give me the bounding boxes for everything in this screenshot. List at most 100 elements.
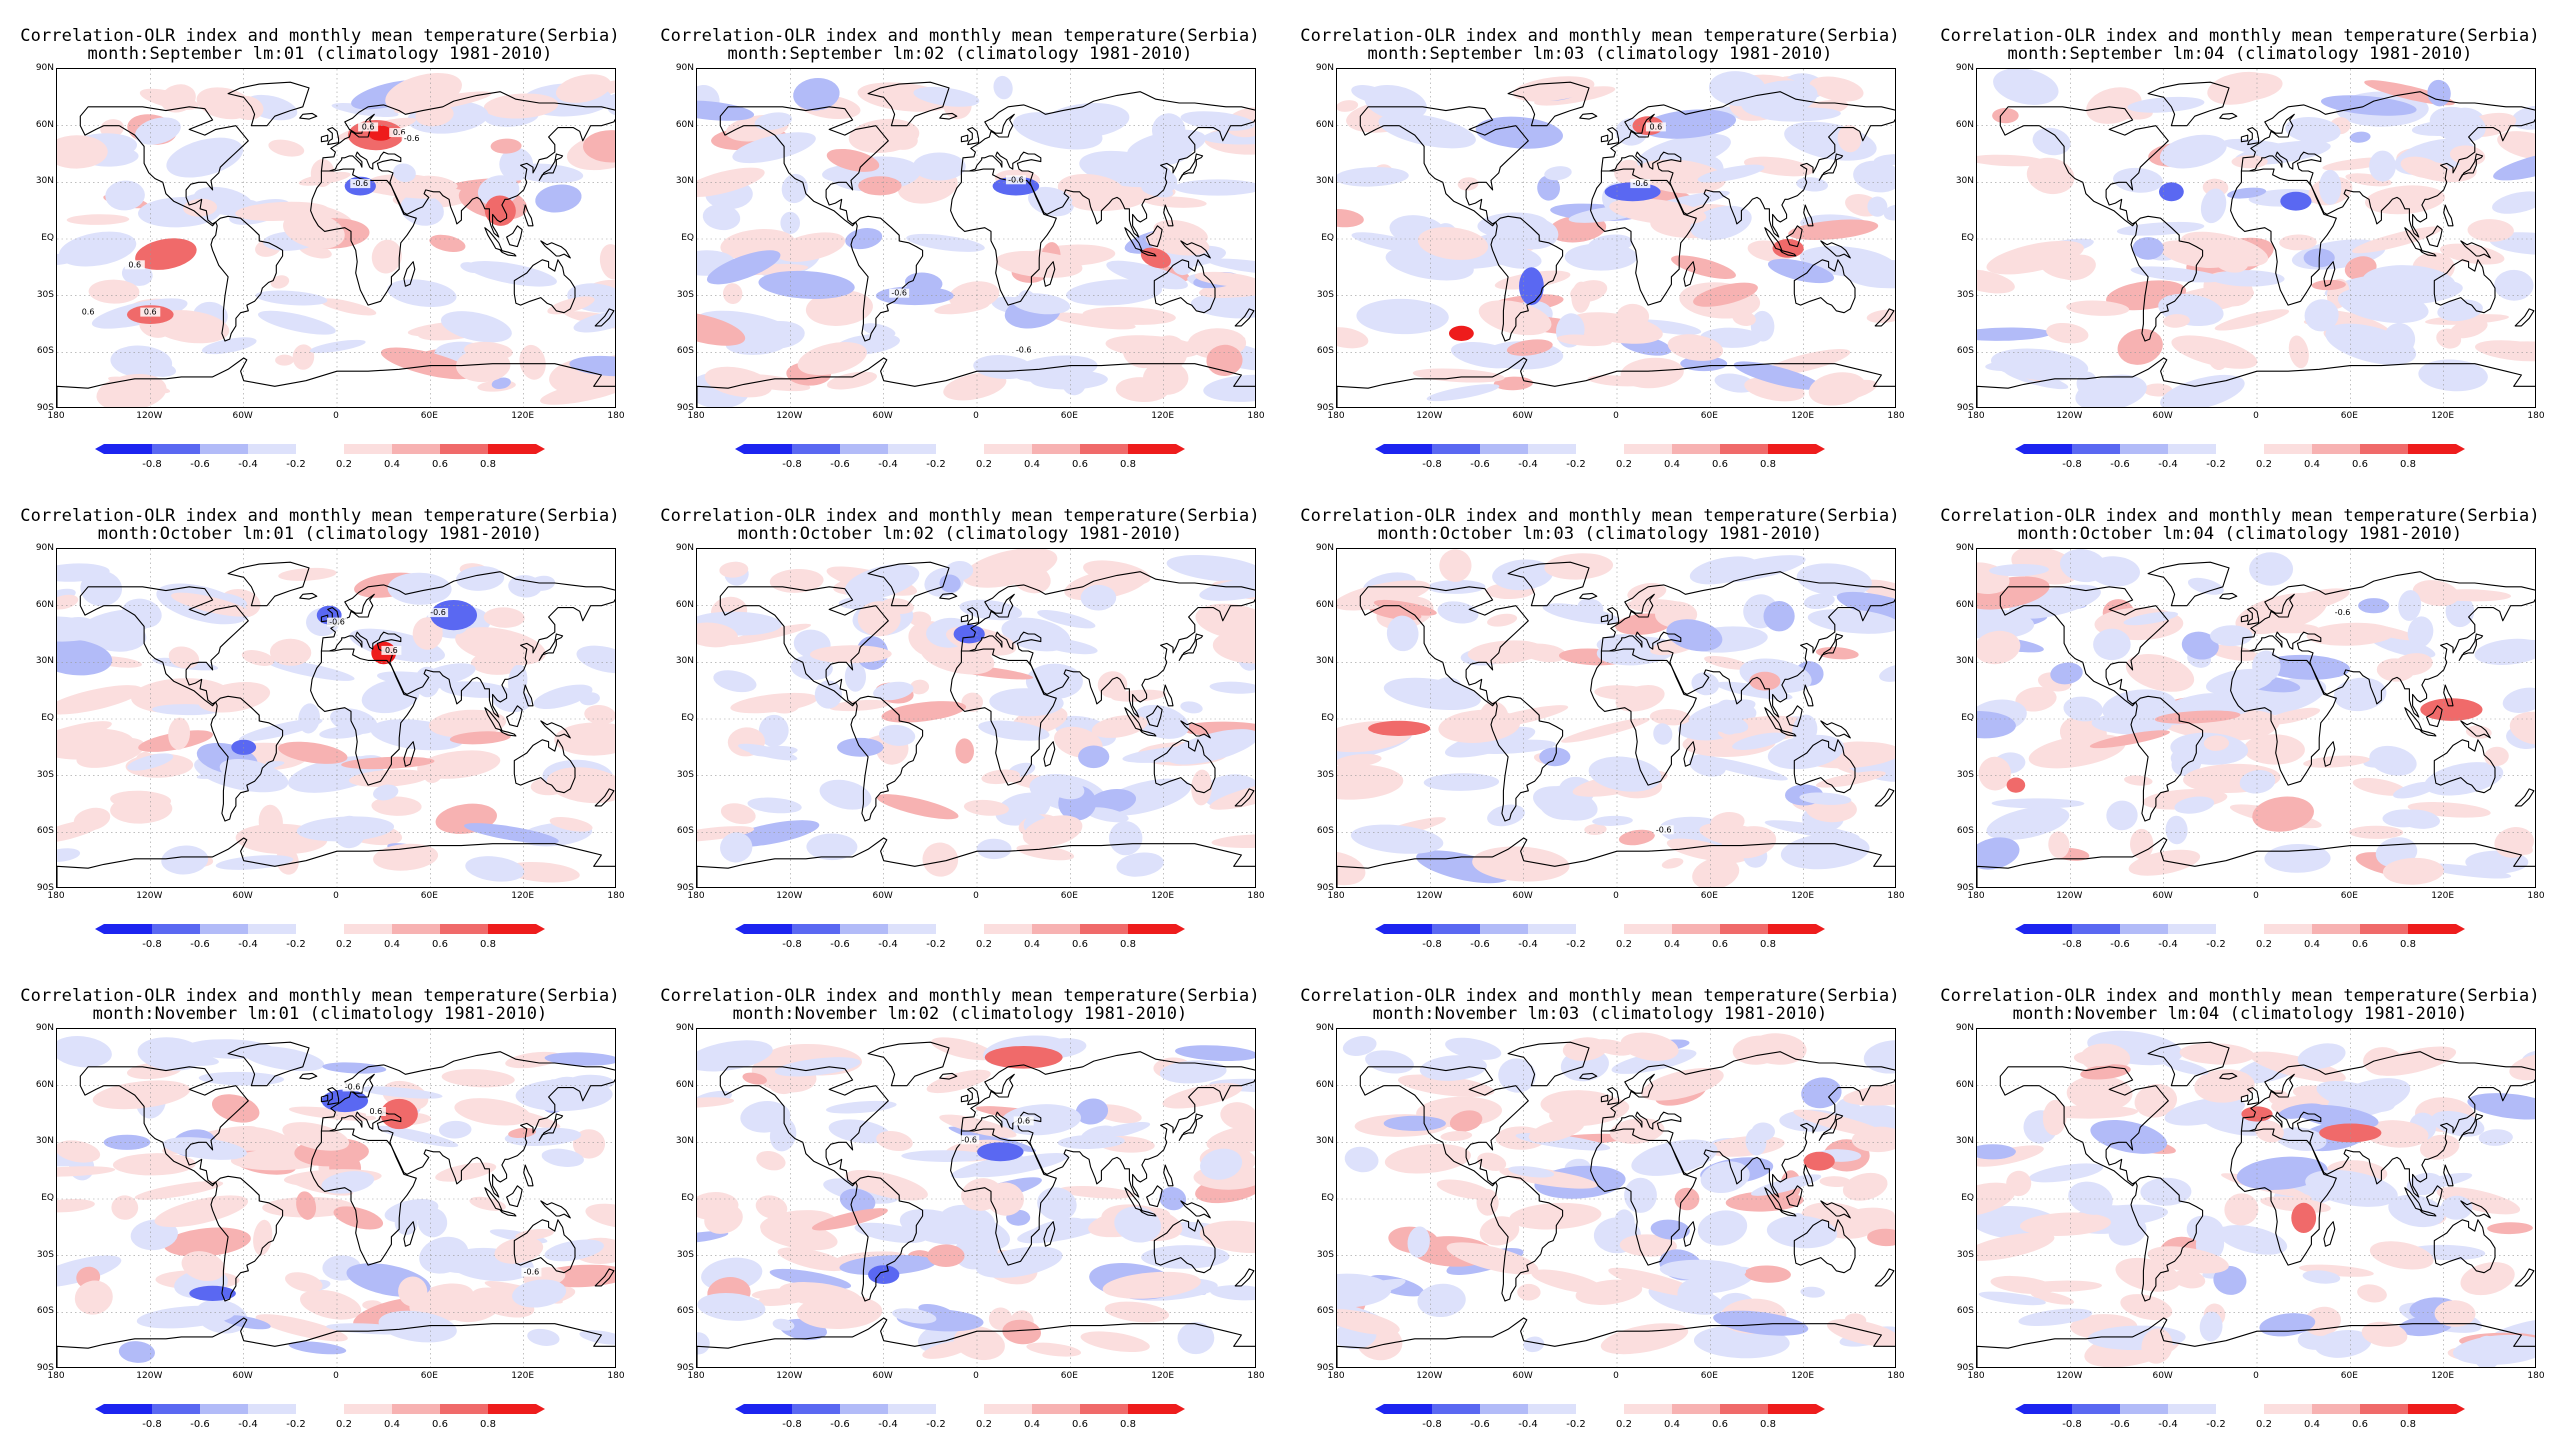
shading-blob	[1016, 844, 1075, 861]
lon-label: 120W	[136, 1371, 163, 1381]
shading-blob	[1691, 672, 1720, 696]
coastline	[2240, 1094, 2249, 1103]
shading-blob	[2393, 653, 2433, 676]
coastline	[1043, 741, 1056, 767]
coastline	[2323, 1221, 2336, 1247]
shading-blob	[1162, 1083, 1243, 1109]
shading-blob	[747, 797, 802, 814]
shading-blob	[275, 354, 294, 366]
shading-blob	[1977, 630, 2021, 665]
shading-blob	[971, 1153, 1069, 1178]
shading-blob	[2504, 840, 2533, 855]
shading-blob	[1444, 726, 1536, 758]
lon-label: 180	[2527, 1371, 2545, 1381]
colorbar-segment	[1528, 444, 1576, 454]
shading-blob	[230, 95, 264, 120]
colorbar-label: 0.4	[1664, 459, 1680, 470]
shading-blob	[533, 684, 593, 710]
colorbar-label: 0.2	[2256, 459, 2272, 470]
colorbar-segment	[392, 1404, 440, 1414]
shading-layer	[1977, 1030, 2535, 1367]
coastline	[1234, 788, 1255, 807]
colorbar-segment	[840, 924, 888, 934]
shading-blob	[1796, 177, 1829, 192]
lat-label: 60S	[1316, 826, 1334, 837]
lat-label: 90S	[676, 403, 694, 413]
colorbar-segment	[1128, 924, 1176, 934]
coastline	[2130, 1175, 2204, 1302]
colorbar-arrow-left	[735, 924, 744, 934]
shading-blob	[2042, 1105, 2139, 1119]
shading-blob	[105, 180, 145, 211]
shading-blob	[933, 1212, 1010, 1251]
shading-blob	[1337, 764, 1404, 800]
shading-blob	[1177, 1322, 1215, 1355]
shading-blob	[2408, 161, 2449, 172]
contour-label: -0.6	[2335, 608, 2351, 617]
colorbar-label: 0.2	[976, 939, 992, 950]
shading-blob	[1467, 640, 1544, 664]
shading-blob	[2361, 1321, 2408, 1347]
lon-label: 60E	[1060, 1371, 1078, 1381]
shading-blob	[2032, 127, 2071, 156]
colorbar-segment	[296, 1404, 344, 1414]
coastline	[2433, 259, 2496, 314]
contour-label: 0.6	[82, 308, 95, 317]
shading-blob	[512, 1279, 567, 1308]
colorbar-label: -0.2	[1566, 1419, 1586, 1430]
shading-blob	[981, 769, 1021, 785]
shading-blob	[1860, 579, 1895, 603]
shading-blob-strong	[2132, 237, 2164, 260]
coastline	[403, 1221, 416, 1247]
shading-blob-strong	[2291, 1202, 2317, 1233]
shading-blob	[2369, 1241, 2434, 1270]
coastline	[1507, 1041, 1590, 1087]
contour-label: -0.6	[1008, 175, 1024, 184]
lon-label: 60E	[2340, 891, 2358, 901]
panel-title-line1: Correlation-OLR index and monthly mean t…	[1300, 26, 1900, 46]
lon-label: 0	[973, 891, 979, 901]
shading-blob	[1173, 179, 1255, 196]
contour-labels: -0.6 0.6	[959, 1116, 1034, 1145]
shading-blob	[1561, 717, 1650, 743]
colorbar-segment	[2264, 924, 2312, 934]
colorbar-label: -0.6	[1470, 1419, 1490, 1430]
colorbar-label: -0.4	[238, 1419, 258, 1430]
colorbar-label: -0.6	[830, 939, 850, 950]
lon-label: 0	[2253, 891, 2259, 901]
shading-blob	[181, 1251, 226, 1282]
contour-label: -0.6	[1016, 345, 1032, 354]
lon-label: 60W	[1512, 1371, 1533, 1381]
lon-label: 60E	[2340, 1371, 2358, 1381]
coastline	[2419, 249, 2437, 257]
coastline	[210, 1175, 284, 1302]
shading-blob	[527, 1328, 560, 1346]
colorbar-arrow-left	[95, 1404, 104, 1414]
shading-blob	[1089, 789, 1137, 814]
coastline	[299, 1072, 318, 1080]
correlation-map	[1337, 1029, 1895, 1367]
shading-blob	[1430, 677, 1463, 703]
shading-blob	[2224, 1193, 2259, 1226]
coastline	[2230, 1128, 2337, 1266]
lat-label: 60N	[1315, 599, 1334, 610]
shading-blob	[1049, 312, 1136, 330]
shading-blob	[57, 563, 110, 582]
colorbar: -0.8 -0.6 -0.4 -0.2 0.2 0.4 0.6 0.8	[735, 920, 1185, 950]
shading-blob	[268, 139, 305, 157]
shading-blob	[349, 628, 445, 663]
shading-blob	[310, 159, 335, 187]
panel-title-line1: Correlation-OLR index and monthly mean t…	[20, 986, 620, 1006]
shading-blob	[839, 1188, 876, 1214]
colorbar-label: -0.8	[782, 939, 802, 950]
coastline	[57, 837, 615, 887]
lon-label: 60W	[872, 891, 893, 901]
lon-label: 120W	[776, 411, 803, 421]
shading-blob	[74, 1280, 113, 1315]
shading-blob	[1342, 1036, 1377, 1056]
shading-blob	[1692, 857, 1740, 887]
correlation-map: -0.6 0.6	[697, 1029, 1255, 1367]
colorbar-segment	[2408, 924, 2456, 934]
contour-label: 0.6	[1017, 1116, 1030, 1125]
coastline	[697, 1317, 1255, 1367]
